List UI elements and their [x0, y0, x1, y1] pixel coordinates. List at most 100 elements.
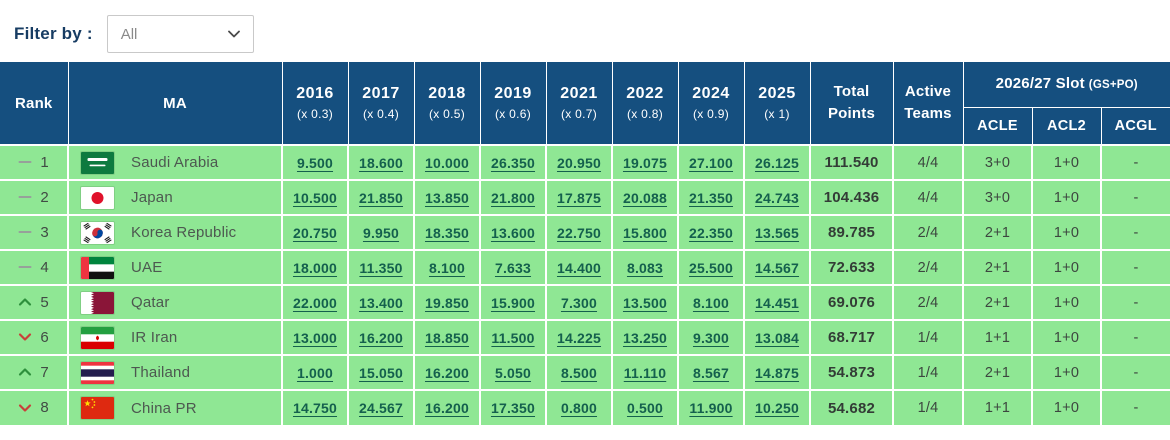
- score-link[interactable]: 0.800: [560, 400, 598, 416]
- score-link[interactable]: 13.000: [292, 329, 338, 346]
- thailand-flag-icon: [81, 361, 114, 384]
- score-link[interactable]: 11.900: [689, 400, 733, 416]
- score-link[interactable]: 20.750: [292, 224, 338, 241]
- table-row: 6 IR Iran 13.000 16.200 18.850 11.500 14…: [0, 319, 1170, 356]
- score-link[interactable]: 10.250: [754, 400, 800, 416]
- score-link[interactable]: 15.800: [622, 224, 668, 241]
- slot-acgl-value: -: [1100, 284, 1170, 321]
- chevron-down-icon: [227, 30, 240, 38]
- score-link[interactable]: 14.875: [754, 364, 800, 381]
- slot-acl2-value: 1+0: [1031, 144, 1102, 181]
- country-name: Saudi Arabia: [131, 154, 219, 171]
- score-link[interactable]: 26.350: [490, 154, 536, 171]
- score-link[interactable]: 18.000: [292, 259, 338, 276]
- filter-select[interactable]: All: [106, 15, 254, 53]
- score-link[interactable]: 9.300: [692, 329, 730, 346]
- chevron-down-icon: [18, 402, 32, 414]
- score-link[interactable]: 10.000: [424, 154, 470, 171]
- score-cell: 8.500: [545, 354, 613, 391]
- score-link[interactable]: 18.600: [358, 154, 404, 171]
- slot-acle-value: 2+1: [962, 354, 1033, 391]
- score-cell: 25.500: [677, 249, 745, 286]
- score-link[interactable]: 13.600: [490, 224, 536, 241]
- rank-value: 4: [40, 258, 49, 276]
- score-link[interactable]: 14.750: [292, 400, 338, 416]
- score-cell: 14.451: [743, 284, 811, 321]
- score-link[interactable]: 20.950: [556, 154, 602, 171]
- score-link[interactable]: 24.743: [754, 189, 800, 206]
- score-link[interactable]: 22.750: [556, 224, 602, 241]
- score-link[interactable]: 24.567: [358, 400, 404, 416]
- score-link[interactable]: 16.200: [424, 364, 470, 381]
- active-teams-header-line1: Active: [904, 83, 952, 101]
- score-cell: 26.125: [743, 144, 811, 181]
- score-link[interactable]: 13.565: [754, 224, 800, 241]
- score-cell: 13.084: [743, 319, 811, 356]
- score-link[interactable]: 18.350: [424, 224, 470, 241]
- score-link[interactable]: 21.350: [688, 189, 734, 206]
- active-teams-value: 4/4: [892, 144, 964, 181]
- score-link[interactable]: 27.100: [688, 154, 734, 171]
- score-link[interactable]: 10.500: [292, 189, 338, 206]
- score-link[interactable]: 20.088: [622, 189, 668, 206]
- score-link[interactable]: 8.100: [692, 294, 730, 311]
- score-cell: 8.567: [677, 354, 745, 391]
- country-name: Qatar: [131, 294, 170, 311]
- score-link[interactable]: 11.110: [623, 364, 667, 381]
- qatar-flag-icon: [81, 291, 114, 314]
- score-link[interactable]: 22.000: [292, 294, 338, 311]
- rank-value: 3: [40, 223, 49, 241]
- slot-acle-value: 2+1: [962, 249, 1033, 286]
- score-link[interactable]: 5.050: [494, 364, 532, 381]
- score-cell: 18.000: [281, 249, 349, 286]
- score-link[interactable]: 11.350: [359, 259, 403, 276]
- score-link[interactable]: 1.000: [296, 364, 334, 381]
- score-link[interactable]: 13.084: [754, 329, 800, 346]
- score-link[interactable]: 14.567: [754, 259, 800, 276]
- year-column-header-2018: 2018 (x 0.5): [413, 62, 481, 146]
- score-link[interactable]: 21.800: [490, 189, 536, 206]
- score-link[interactable]: 13.250: [622, 329, 668, 346]
- score-link[interactable]: 14.400: [556, 259, 602, 276]
- score-link[interactable]: 17.350: [490, 400, 536, 416]
- score-link[interactable]: 19.850: [424, 294, 470, 311]
- score-link[interactable]: 15.050: [358, 364, 404, 381]
- score-link[interactable]: 14.451: [754, 294, 800, 311]
- filter-label: Filter by :: [14, 24, 93, 43]
- score-link[interactable]: 19.075: [622, 154, 668, 171]
- score-link[interactable]: 8.567: [692, 364, 730, 381]
- score-link[interactable]: 11.500: [491, 329, 535, 346]
- score-link[interactable]: 17.875: [556, 189, 602, 206]
- score-link[interactable]: 14.225: [556, 329, 602, 346]
- score-link[interactable]: 21.850: [358, 189, 404, 206]
- score-link[interactable]: 8.100: [428, 259, 466, 276]
- score-cell: 19.075: [611, 144, 679, 181]
- score-link[interactable]: 22.350: [688, 224, 734, 241]
- ma-cell: China PR: [67, 389, 283, 425]
- score-link[interactable]: 26.125: [754, 154, 800, 171]
- rank-value: 2: [40, 188, 49, 206]
- score-cell: 11.500: [479, 319, 547, 356]
- slot-acle-value: 2+1: [962, 284, 1033, 321]
- score-link[interactable]: 9.500: [296, 154, 334, 171]
- score-link[interactable]: 7.300: [560, 294, 598, 311]
- slot-group-header: 2026/27 Slot (GS+PO): [962, 62, 1170, 108]
- score-link[interactable]: 0.500: [626, 400, 664, 416]
- year-column-header-2022: 2022 (x 0.8): [611, 62, 679, 146]
- china-pr-flag-icon: [81, 397, 114, 419]
- score-link[interactable]: 8.500: [560, 364, 598, 381]
- score-link[interactable]: 16.200: [424, 400, 470, 416]
- score-link[interactable]: 25.500: [688, 259, 734, 276]
- score-link[interactable]: 18.850: [424, 329, 470, 346]
- score-link[interactable]: 15.900: [490, 294, 536, 311]
- score-link[interactable]: 8.083: [626, 259, 664, 276]
- score-link[interactable]: 13.850: [424, 189, 470, 206]
- score-link[interactable]: 13.400: [358, 294, 404, 311]
- score-link[interactable]: 9.950: [362, 224, 400, 241]
- score-link[interactable]: 16.200: [358, 329, 404, 346]
- rank-cell: 6: [0, 319, 69, 356]
- score-link[interactable]: 7.633: [494, 259, 532, 276]
- score-link[interactable]: 13.500: [622, 294, 668, 311]
- score-cell: 22.000: [281, 284, 349, 321]
- country-name: China PR: [131, 399, 197, 417]
